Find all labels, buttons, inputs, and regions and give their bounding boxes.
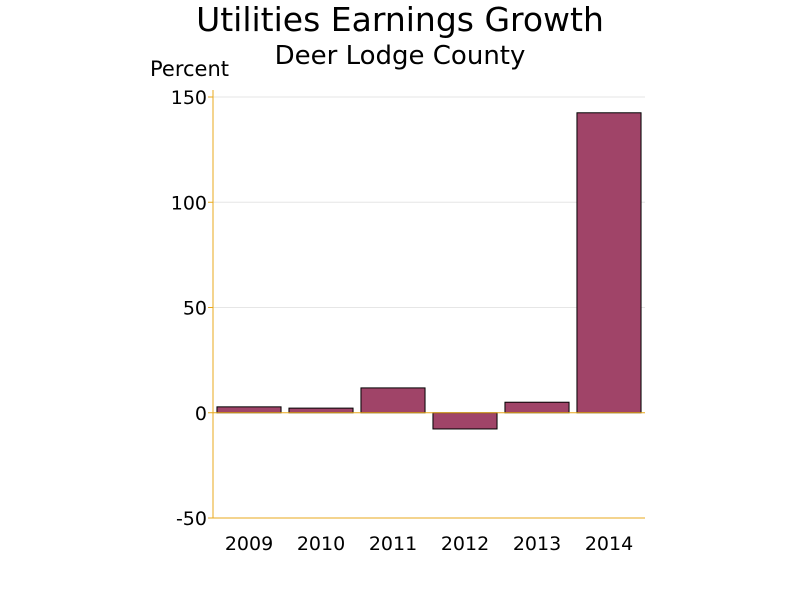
- bar-2011: [360, 387, 426, 414]
- x-tick-label: 2009: [225, 533, 273, 555]
- gridlines: [213, 96, 645, 308]
- y-tick-label: 100: [171, 192, 207, 214]
- x-tick-label: 2010: [297, 533, 345, 555]
- axes: [208, 90, 645, 519]
- x-tick-label: 2012: [441, 533, 489, 555]
- bar-2009: [216, 406, 282, 414]
- bar-2012: [432, 412, 498, 430]
- y-axis-label: Percent: [150, 57, 229, 81]
- x-tick-label: 2014: [585, 533, 633, 555]
- x-tick-label: 2013: [513, 533, 561, 555]
- bar-2010: [288, 407, 354, 414]
- x-tick-label: 2011: [369, 533, 417, 555]
- bars: [216, 112, 642, 430]
- y-tick-label: 50: [183, 298, 207, 320]
- y-axis-ticks: 150 100 50 0 -50: [171, 87, 207, 530]
- y-tick-label: 150: [171, 87, 207, 109]
- chart-subtitle: Deer Lodge County: [274, 41, 526, 71]
- y-tick-label: -50: [176, 508, 207, 530]
- bar-2013: [504, 401, 570, 414]
- y-tick-label: 0: [195, 403, 207, 425]
- x-axis-ticks: 2009 2010 2011 2012 2013 2014: [225, 533, 633, 555]
- chart-title: Utilities Earnings Growth: [196, 0, 604, 39]
- bar-2014: [576, 112, 642, 414]
